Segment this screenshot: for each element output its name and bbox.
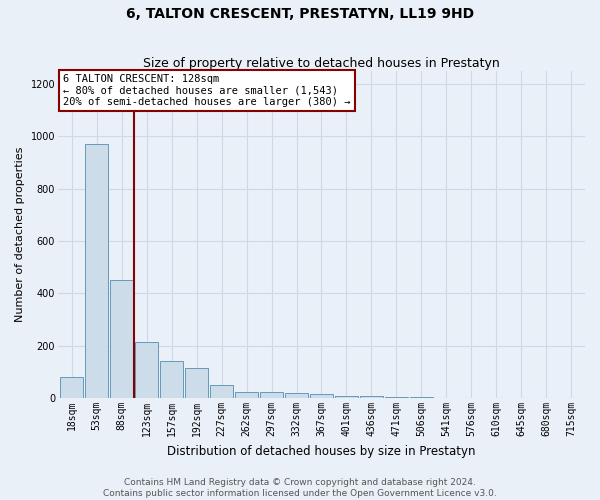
Bar [60, 377, 83, 398]
Bar [210, 385, 233, 398]
Bar [235, 392, 258, 398]
Text: 6, TALTON CRESCENT, PRESTATYN, LL19 9HD: 6, TALTON CRESCENT, PRESTATYN, LL19 9HD [126, 8, 474, 22]
Bar [410, 397, 433, 398]
Bar [310, 394, 333, 398]
Bar [285, 394, 308, 398]
Bar [85, 144, 108, 398]
Y-axis label: Number of detached properties: Number of detached properties [15, 146, 25, 322]
Bar [185, 368, 208, 398]
Text: Contains HM Land Registry data © Crown copyright and database right 2024.
Contai: Contains HM Land Registry data © Crown c… [103, 478, 497, 498]
Bar [260, 392, 283, 398]
Bar [385, 397, 408, 398]
Bar [135, 342, 158, 398]
X-axis label: Distribution of detached houses by size in Prestatyn: Distribution of detached houses by size … [167, 444, 476, 458]
Bar [335, 396, 358, 398]
Bar [110, 280, 133, 398]
Text: 6 TALTON CRESCENT: 128sqm
← 80% of detached houses are smaller (1,543)
20% of se: 6 TALTON CRESCENT: 128sqm ← 80% of detac… [63, 74, 351, 107]
Bar [360, 396, 383, 398]
Title: Size of property relative to detached houses in Prestatyn: Size of property relative to detached ho… [143, 56, 500, 70]
Bar [160, 362, 183, 398]
